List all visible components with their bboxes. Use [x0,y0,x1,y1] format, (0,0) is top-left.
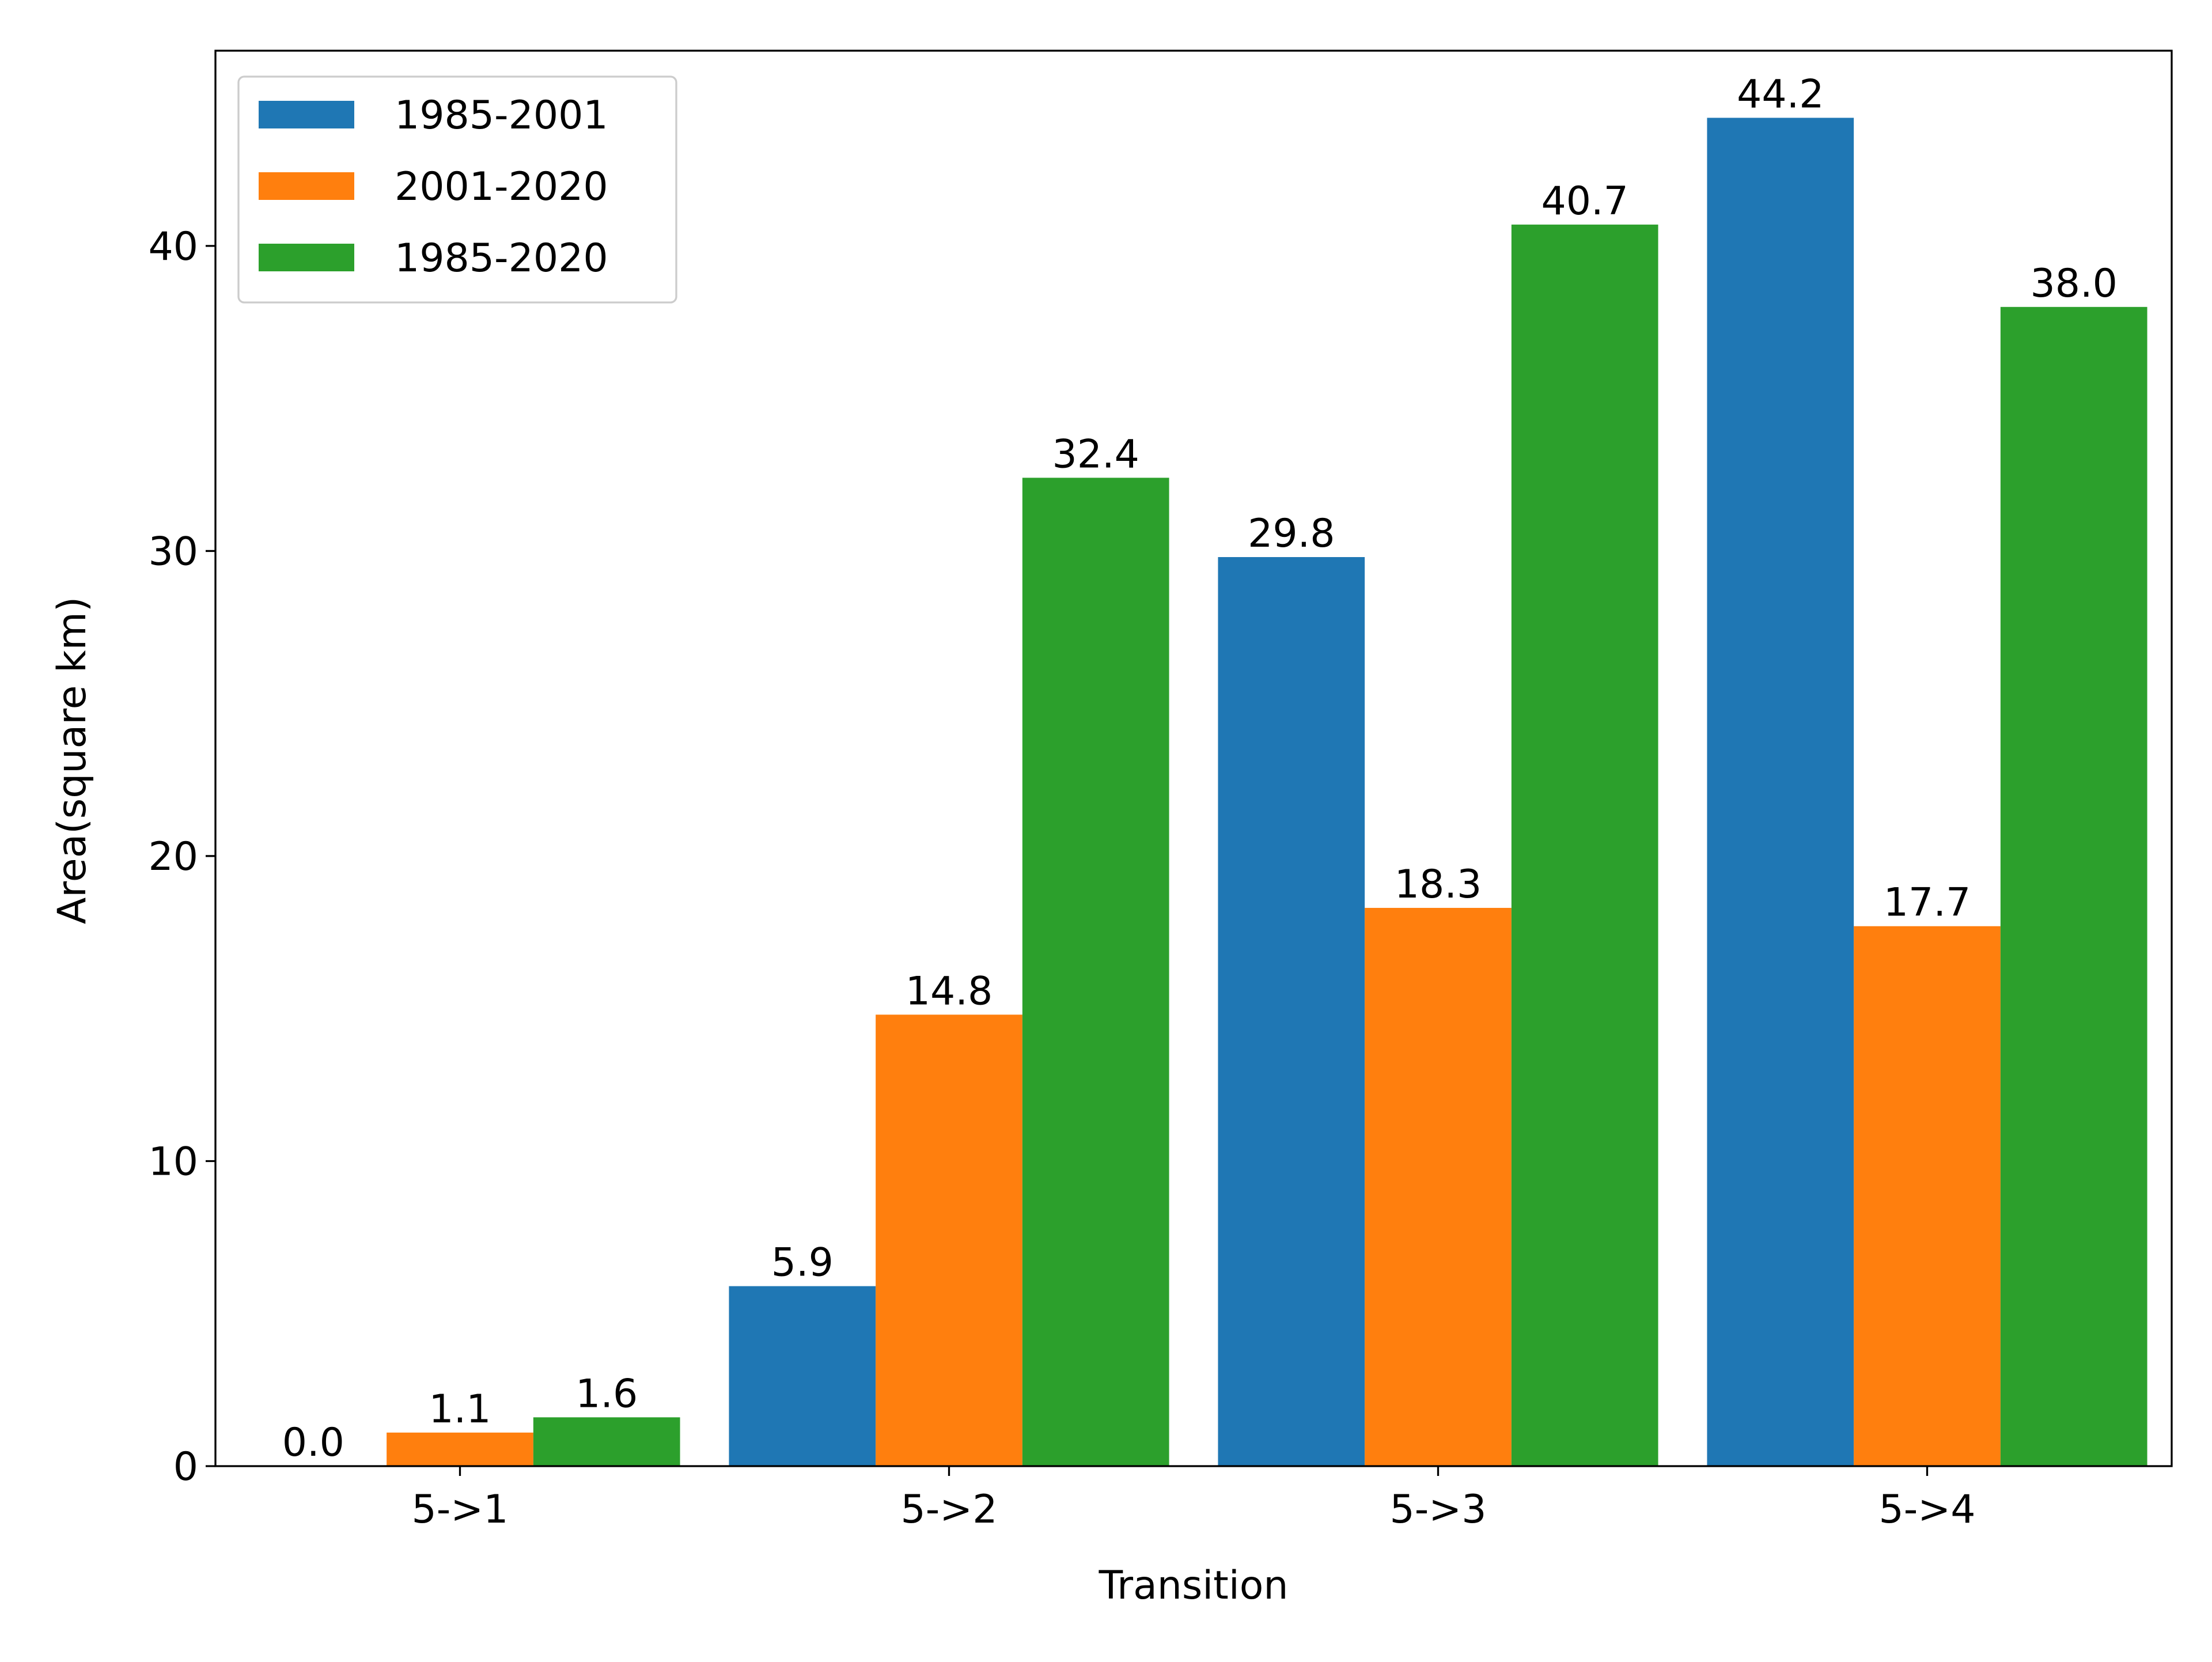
legend-swatch [259,244,354,271]
legend-swatch [259,172,354,200]
bar [876,1014,1022,1466]
bars-layer [387,118,2147,1467]
y-tick-label: 20 [148,834,198,880]
y-tick-label: 40 [148,224,198,270]
bar-value-label: 38.0 [2030,261,2117,306]
y-tick-label: 30 [148,529,198,574]
bar-value-label: 17.7 [1884,880,1971,926]
bar [1511,224,1658,1466]
y-tick-label: 0 [173,1444,198,1490]
bar [387,1432,533,1466]
axes-layer: 0 10 20 30 40 5->1 5->2 5->3 5->4 [148,50,2173,1532]
legend-label: 1985-2020 [395,236,608,281]
bar [533,1417,680,1466]
bar [1854,926,2001,1466]
bar-value-label: 44.2 [1737,71,1824,117]
legend: 1985-2001 2001-2020 1985-2020 [237,75,677,304]
x-tick-label: 5->4 [1878,1487,1975,1532]
bar-value-label: 32.4 [1052,431,1139,477]
bar-value-label: 29.8 [1248,511,1335,556]
bar-value-label: 5.9 [771,1240,834,1286]
x-tick-label: 5->3 [1389,1487,1486,1532]
bar-value-label: 1.1 [429,1387,491,1432]
x-axis-title: Transition [1099,1563,1289,1608]
y-axis-title: Area(square km) [50,597,95,924]
legend-label: 1985-2001 [395,93,608,138]
data-labels-layer: 0.0 5.9 29.8 44.2 1.1 14.8 18.3 17.7 1.6 32.4 40.7… [282,71,2118,1466]
legend-swatch [259,101,354,128]
bar [1022,478,1169,1466]
bar-value-label: 18.3 [1395,862,1482,907]
x-tick-label: 5->2 [900,1487,997,1532]
bar [729,1286,876,1466]
bar-value-label: 14.8 [906,968,993,1014]
bar [1365,907,1512,1466]
bar-value-label: 40.7 [1541,179,1628,224]
legend-label: 2001-2020 [395,164,608,210]
bar [1707,118,1854,1467]
plot-frame [214,50,2173,1467]
bar [2000,306,2147,1466]
bar-value-label: 1.6 [575,1371,638,1417]
x-tick-label: 5->1 [411,1487,508,1532]
bar [1218,557,1365,1466]
y-tick-label: 10 [148,1139,198,1184]
bar-value-label: 0.0 [282,1420,344,1466]
